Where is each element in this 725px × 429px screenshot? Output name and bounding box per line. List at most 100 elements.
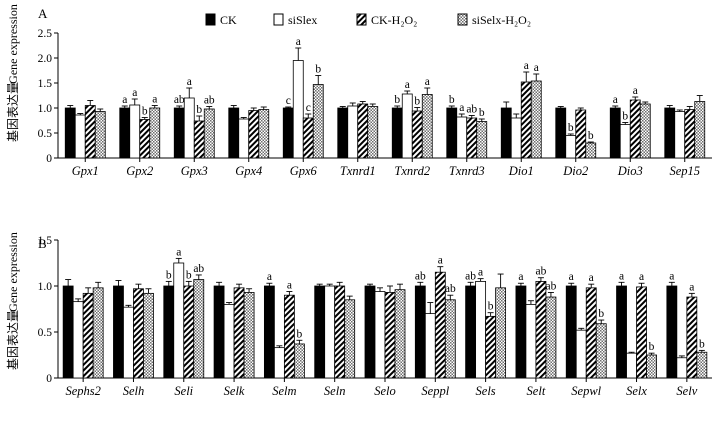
legend-swatch-ck [205, 13, 216, 26]
panel-b-category-label-0: Sephs2 [65, 384, 100, 398]
panel-b-bar-ck-h2o2-4 [283, 294, 295, 379]
panel-b-category-label-10: Sepwl [571, 384, 601, 398]
panel-b-bar-ck-7 [414, 285, 426, 379]
panel-b-bar-siselx-h2o2-7 [444, 299, 456, 379]
panel-b-bar-ck-h2o2-5 [334, 285, 346, 379]
panel-a-sig-label-siselx-h2o2-6: a [425, 76, 430, 88]
panel-b-sig-label-siselx-h2o2-7: ab [445, 283, 456, 295]
panel-b-sig-label-siselx-h2o2-11: b [649, 341, 655, 353]
legend-swatch-ck-h2o2 [356, 13, 367, 26]
panel-a-sig-label-siselx-h2o2-8: a [534, 62, 539, 74]
panel-b-bar-sislex-10 [575, 329, 587, 379]
legend-swatch-sislex [273, 13, 284, 26]
panel-a-bar-ck-3 [228, 107, 240, 159]
panel-b-bar-ck-0 [62, 285, 74, 379]
legend-label-siselx-h2o2: siSelx-H₂O₂ [472, 13, 531, 27]
panel-b-sig-label-ck-11: a [619, 270, 624, 282]
panel-a-bar-siselx-h2o2-2 [203, 108, 215, 159]
panel-b-category-label-11: Selx [626, 384, 647, 398]
panel-b-bar-ck-5 [314, 285, 326, 379]
panel-a-bar-ck-h2o2-2 [193, 120, 205, 159]
panel-a-category-label-3: Gpx4 [235, 164, 262, 178]
panel-b: B 基因表达量 Gene expression 0 0.5 1.0 1.5 Sephs2… [6, 232, 712, 398]
panel-b-bar-ck-h2o2-7 [434, 271, 446, 379]
panel-b-bar-siselx-h2o2-6 [394, 289, 406, 379]
panel-b-bar-siselx-h2o2-4 [293, 343, 305, 379]
panel-b-bar-siselx-h2o2-3 [243, 292, 255, 379]
panel-a-category-label-0: Gpx1 [72, 164, 99, 178]
panel-a-bar-siselx-h2o2-1 [149, 107, 161, 159]
panel-a-sig-label-ck-10: a [613, 94, 618, 106]
panel-b-bar-ck-h2o2-1 [133, 288, 144, 379]
panel-b-sig-label-sislex-8: a [478, 267, 483, 279]
panel-a-sig-label-ck-h2o2-2: b [196, 104, 202, 116]
panel-b-sig-label-ck-8: ab [465, 270, 476, 282]
panel-b-sig-label-siselx-h2o2-4: b [297, 328, 303, 340]
panel-a-sig-label-sislex-4: a [296, 36, 301, 48]
panel-b-bar-ck-6 [364, 285, 376, 379]
panel-a-bar-sislex-8 [510, 117, 522, 159]
panel-b-bar-ck-h2o2-3 [233, 287, 245, 379]
panel-a-category-label-8: Dio1 [508, 164, 534, 178]
panel-b-ytick-label-1: 0.5 [38, 327, 53, 339]
panel-a-bar-sislex-6 [401, 93, 413, 159]
panel-b-bar-ck-2 [163, 285, 175, 379]
panel-b-bar-ck-11 [616, 285, 627, 379]
legend-label-ck: CK [220, 13, 237, 27]
panel-b-bar-ck-h2o2-8 [485, 315, 497, 379]
panel-b-bar-siselx-h2o2-2 [193, 279, 205, 379]
panel-a-bar-siselx-h2o2-9 [585, 142, 597, 159]
panel-a-bar-ck-4 [282, 107, 294, 159]
panel-b-bar-sislex-3 [223, 303, 235, 379]
panel-a-bar-ck-10 [609, 107, 621, 159]
panel-b-sig-label-ck-7: ab [415, 270, 426, 282]
panel-b-sig-label-ck-h2o2-10: a [589, 272, 594, 284]
panel-a-bar-siselx-h2o2-7 [476, 121, 488, 159]
panel-a-sig-label-ck-7: b [449, 94, 455, 106]
panel-a-bar-ck-h2o2-1 [139, 119, 151, 159]
panel-a-bar-ck-h2o2-4 [302, 117, 314, 159]
legend: CK siSlex CK-H₂O₂ siSelx-H₂O₂ [205, 13, 531, 27]
panel-a-bar-siselx-h2o2-6 [421, 94, 433, 159]
panel-b-sig-label-sislex-2: a [176, 246, 181, 258]
panel-a-bar-ck-h2o2-7 [466, 117, 478, 159]
panel-b-sig-label-siselx-h2o2-2: ab [193, 263, 204, 275]
panel-a-category-label-11: Sep15 [669, 164, 700, 178]
panel-b-bar-siselx-h2o2-10 [595, 323, 607, 379]
panel-a-bar-ck-9 [555, 107, 567, 159]
panel-b-ytick-label-3: 1.5 [38, 235, 53, 247]
panel-a: A 基因表达量 Gene expression 0 0.5 1.0 1.5 2.0 2.5… [6, 4, 712, 178]
panel-a-sig-label-ck-4: c [286, 95, 291, 107]
panel-a-sig-label-ck-2: ab [174, 94, 185, 106]
panel-b-bar-sislex-0 [72, 301, 84, 379]
panel-b-bar-ck-h2o2-12 [686, 296, 698, 379]
panel-b-sig-label-ck-10: a [569, 271, 574, 283]
panel-b-category-label-9: Selt [527, 384, 546, 398]
panel-a-category-label-1: Gpx2 [126, 164, 153, 178]
panel-label-b: B [38, 236, 47, 251]
panel-b-bar-ck-h2o2-0 [82, 292, 94, 379]
panel-a-bar-ck-5 [337, 107, 349, 159]
panel-b-bar-sislex-7 [424, 313, 436, 379]
legend-label-ck-h2o2: CK-H₂O₂ [371, 13, 417, 27]
panel-a-bar-ck-7 [446, 107, 458, 159]
panel-b-sig-label-ck-h2o2-2: b [186, 269, 192, 281]
panel-b-bar-sislex-5 [324, 285, 336, 379]
panel-a-ytick-label-5: 2.5 [38, 28, 53, 40]
panel-b-bar-ck-4 [263, 285, 275, 379]
panel-a-bar-sislex-2 [183, 97, 195, 159]
panel-b-bar-sislex-2 [173, 262, 185, 379]
panel-b-bar-ck-h2o2-11 [636, 286, 647, 379]
panel-b-ylabel-cn: 基因表达量 [6, 310, 20, 370]
legend-entry-siselx-h2o2: siSelx-H₂O₂ [457, 13, 531, 27]
panel-a-bar-sislex-4 [292, 60, 304, 159]
panel-b-sig-label-ck-4: a [267, 271, 272, 283]
panel-a-sig-label-ck-h2o2-7: ab [466, 104, 477, 116]
panel-a-bar-sislex-10 [619, 124, 631, 159]
panel-b-bar-sislex-11 [626, 352, 637, 379]
panel-a-category-label-10: Dio3 [617, 164, 643, 178]
panel-a-bar-sislex-9 [565, 135, 577, 159]
panel-a-sig-label-sislex-10: b [622, 111, 628, 123]
panel-a-category-label-5: Txnrd1 [340, 164, 376, 178]
